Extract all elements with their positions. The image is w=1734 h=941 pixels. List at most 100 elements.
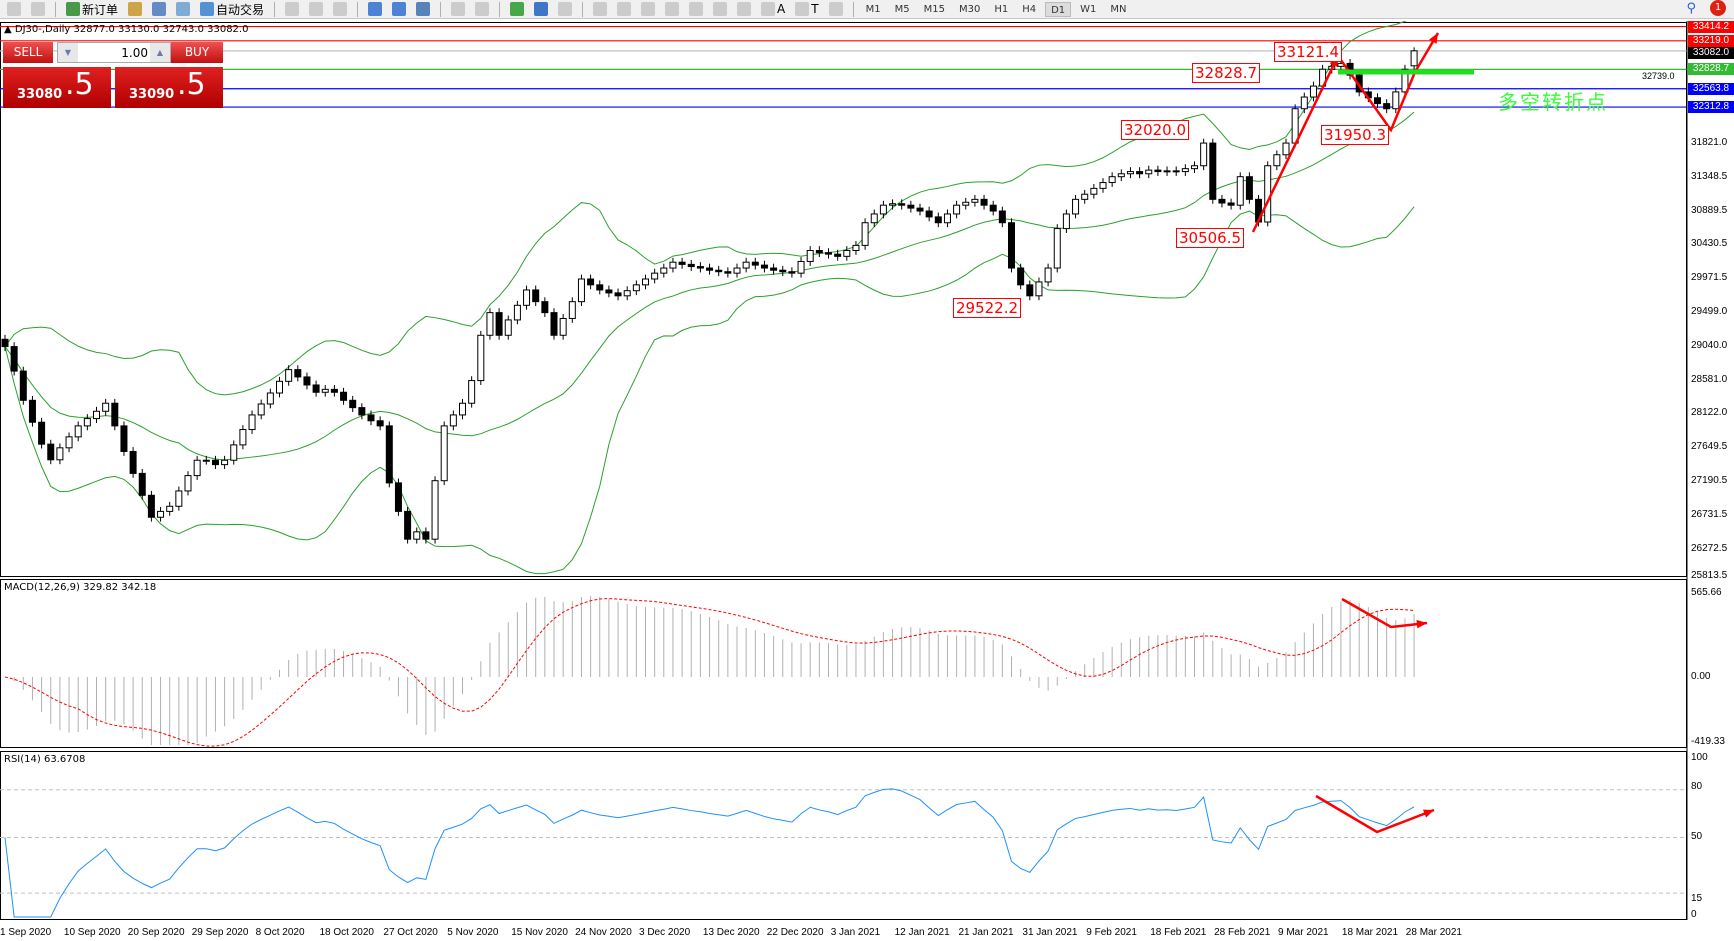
trendline-icon[interactable] xyxy=(686,1,706,18)
arrows-icon[interactable] xyxy=(826,1,846,18)
trendline-icon xyxy=(689,2,704,16)
new-chart-icon[interactable] xyxy=(4,1,24,18)
tile-windows-icon[interactable] xyxy=(413,1,433,18)
candle xyxy=(1090,183,1098,199)
candle xyxy=(962,197,970,210)
alert-badge[interactable]: 1 xyxy=(1710,0,1726,16)
periods-icon xyxy=(534,2,549,16)
autoscroll-icon[interactable] xyxy=(448,1,468,18)
lot-size-input[interactable]: ▼ 1.00 ▲ xyxy=(57,42,171,63)
date-axis-label: 9 Mar 2021 xyxy=(1278,927,1329,938)
text-label-icon[interactable]: T xyxy=(792,1,821,18)
buy-button[interactable]: BUY xyxy=(171,42,223,63)
candle-body xyxy=(1209,142,1217,200)
candlestick-icon[interactable] xyxy=(306,1,326,18)
candle-body xyxy=(934,216,942,224)
candle-body xyxy=(925,210,933,218)
indicators-icon[interactable] xyxy=(507,1,527,18)
timeframe-w1[interactable]: W1 xyxy=(1080,3,1097,15)
candle-body xyxy=(797,260,805,274)
candle-body xyxy=(65,436,73,449)
fibonacci-icon[interactable] xyxy=(710,1,730,18)
candle-body xyxy=(953,204,961,215)
candle xyxy=(1200,138,1208,171)
candle-body xyxy=(1035,281,1043,297)
horizontal-line-icon[interactable] xyxy=(662,1,682,18)
date-axis-label: 22 Dec 2020 xyxy=(766,927,824,938)
candle xyxy=(843,246,851,261)
new-order-button[interactable]: 新订单 xyxy=(63,1,121,18)
candle xyxy=(907,200,915,213)
candle xyxy=(340,387,348,405)
search-icon[interactable]: ⚲ xyxy=(1686,1,1696,16)
candle-body xyxy=(678,261,686,265)
chart-area[interactable] xyxy=(0,21,1734,941)
templates-icon[interactable] xyxy=(555,1,575,18)
candle-body xyxy=(1191,165,1198,170)
price-axis-label: 28122.0 xyxy=(1691,407,1728,419)
vertical-line-icon[interactable] xyxy=(638,1,658,18)
candle xyxy=(358,403,366,420)
candle-body xyxy=(202,459,210,462)
price-annotation: 30506.5 xyxy=(1176,228,1245,248)
bar-chart-icon[interactable] xyxy=(282,1,302,18)
crosshair-icon[interactable] xyxy=(614,1,634,18)
buy-price-button[interactable]: 33090.5 xyxy=(115,67,223,108)
lot-increase-button[interactable]: ▲ xyxy=(150,43,170,62)
candle-body xyxy=(660,267,668,274)
fibo-fan-icon[interactable] xyxy=(734,1,754,18)
text-icon[interactable]: A xyxy=(758,1,788,18)
chart-shift-icon[interactable] xyxy=(472,1,492,18)
candle-body xyxy=(1374,97,1381,105)
timeframe-mn[interactable]: MN xyxy=(1110,3,1127,15)
candle-body xyxy=(1008,222,1015,269)
price-axis-label: 28581.0 xyxy=(1691,373,1728,385)
candle xyxy=(1191,161,1198,174)
timeframe-m30[interactable]: M30 xyxy=(958,3,981,15)
cursor-icon[interactable] xyxy=(590,1,610,18)
timeframe-m5[interactable]: M5 xyxy=(894,3,910,15)
candle xyxy=(678,257,686,269)
candle xyxy=(1126,167,1134,179)
candle-body xyxy=(440,425,448,482)
date-axis-label: 9 Feb 2021 xyxy=(1086,927,1137,938)
periods-icon[interactable] xyxy=(531,1,551,18)
candle xyxy=(742,257,750,273)
candle-body xyxy=(623,290,631,297)
candle xyxy=(166,501,174,516)
candle xyxy=(504,315,512,340)
candle-body xyxy=(706,267,714,271)
zoom-chart-icon[interactable] xyxy=(28,1,48,18)
candle xyxy=(93,406,100,423)
auto-trading-button[interactable]: 自动交易 xyxy=(197,1,267,18)
navigator-icon[interactable] xyxy=(149,1,169,18)
candle-body xyxy=(1053,228,1061,269)
sell-price-button[interactable]: 33080.5 xyxy=(3,67,111,108)
zoom-out-icon[interactable] xyxy=(389,1,409,18)
candle-body xyxy=(898,203,906,206)
candle xyxy=(1154,165,1162,176)
candle-body xyxy=(111,402,119,427)
lot-decrease-button[interactable]: ▼ xyxy=(58,43,78,62)
timeframe-h4[interactable]: H4 xyxy=(1022,3,1037,15)
candle xyxy=(376,416,384,431)
line-chart-icon[interactable] xyxy=(330,1,350,18)
timeframe-d1[interactable]: D1 xyxy=(1045,1,1072,17)
candle-body xyxy=(147,494,155,518)
timeframe-m1[interactable]: M1 xyxy=(865,3,881,15)
sell-button[interactable]: SELL xyxy=(3,42,53,63)
candle xyxy=(1282,138,1290,160)
zoom-in-icon[interactable] xyxy=(365,1,385,18)
signals-icon[interactable] xyxy=(173,1,193,18)
timeframe-h1[interactable]: H1 xyxy=(994,3,1009,15)
price-axis-label: 27190.5 xyxy=(1691,475,1728,486)
candle xyxy=(797,257,805,278)
candle xyxy=(1026,280,1034,301)
price-annotation: 32020.0 xyxy=(1121,120,1190,140)
candle xyxy=(1181,164,1189,176)
timeframe-m15[interactable]: M15 xyxy=(923,3,945,15)
market-watch-icon[interactable] xyxy=(125,1,145,18)
candle xyxy=(285,365,293,386)
candle xyxy=(1163,166,1171,176)
fibonacci-icon xyxy=(713,2,728,16)
